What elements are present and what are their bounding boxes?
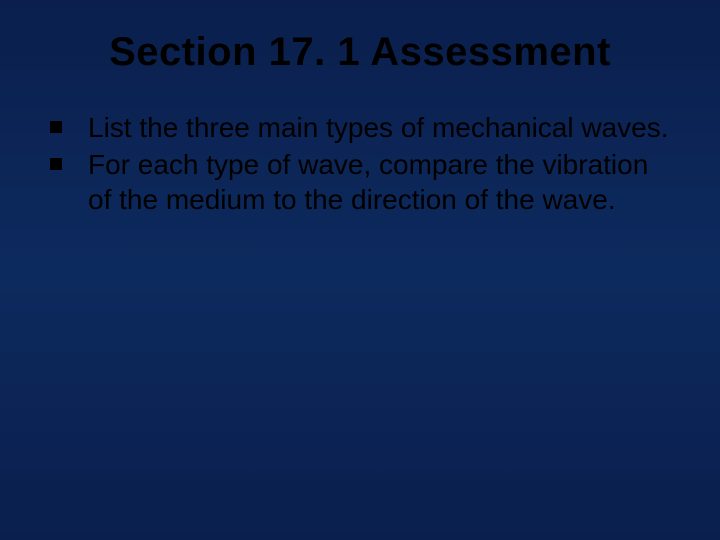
bullet-text: For each type of wave, compare the vibra… [88, 149, 648, 215]
slide-title: Section 17. 1 Assessment [50, 30, 670, 75]
slide-container: Section 17. 1 Assessment List the three … [0, 0, 720, 540]
bullet-list: List the three main types of mechanical … [50, 110, 670, 217]
square-bullet-icon [50, 121, 62, 133]
square-bullet-icon [50, 158, 62, 170]
list-item: List the three main types of mechanical … [50, 110, 670, 145]
list-item: For each type of wave, compare the vibra… [50, 147, 670, 217]
bullet-text: List the three main types of mechanical … [88, 112, 669, 143]
